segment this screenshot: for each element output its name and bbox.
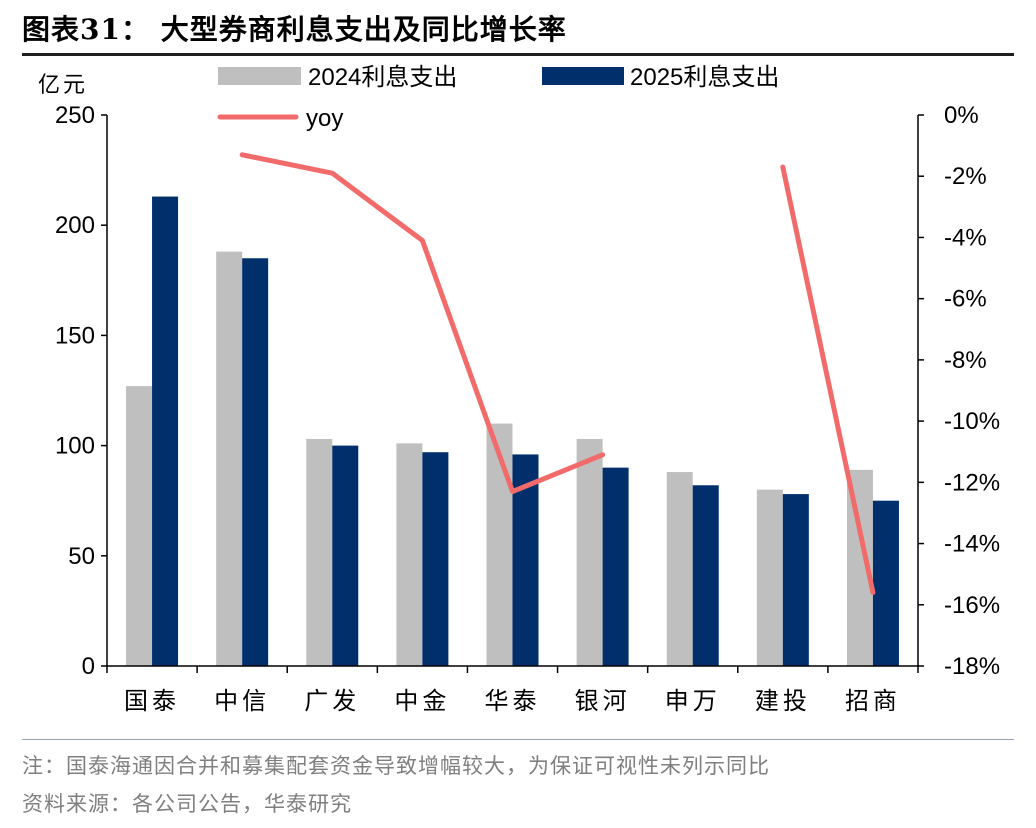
bar-2024 bbox=[306, 438, 333, 666]
x-tick-label: 建投 bbox=[755, 688, 811, 715]
x-tick-label: 广发 bbox=[304, 688, 360, 715]
bar-2025 bbox=[422, 452, 449, 666]
y-axis-label: 亿元 bbox=[38, 72, 88, 97]
chart: 0 50 100 150 200 250 0% -2% -4% -6% -8% -10% -12% -14… bbox=[38, 64, 1000, 715]
y-tick-label: 0 bbox=[82, 653, 95, 680]
y2-tick-label: 0% bbox=[944, 102, 979, 129]
y-tick-label: 200 bbox=[55, 212, 95, 239]
footer-divider bbox=[22, 739, 1014, 740]
legend-label-2025: 2025利息支出 bbox=[630, 64, 779, 91]
bar-2025 bbox=[692, 485, 719, 666]
legend-label-yoy: yoy bbox=[306, 105, 343, 132]
title-divider bbox=[22, 53, 1014, 56]
bar-2025 bbox=[872, 500, 899, 666]
bar-2025 bbox=[782, 494, 809, 666]
bar-2025 bbox=[332, 445, 359, 666]
y2-tick-label: -8% bbox=[944, 347, 987, 374]
legend-swatch-2024 bbox=[218, 67, 301, 85]
y-tick-label: 100 bbox=[55, 433, 95, 460]
bar-2024 bbox=[756, 489, 783, 666]
bar-2024 bbox=[396, 443, 423, 666]
bar-2024 bbox=[216, 251, 243, 666]
yoy-line bbox=[239, 152, 606, 495]
x-tick-label: 华泰 bbox=[485, 688, 541, 715]
y-tick-label: 50 bbox=[68, 543, 95, 570]
x-tick-label: 申万 bbox=[665, 688, 721, 715]
y2-tick-label: -12% bbox=[944, 469, 1000, 496]
y2-tick-label: -16% bbox=[944, 592, 1000, 619]
bar-2025 bbox=[152, 196, 179, 666]
bar-2025 bbox=[242, 258, 269, 666]
chart-title: 图表31： 大型券商利息支出及同比增长率 bbox=[22, 13, 567, 46]
y2-tick-label: -10% bbox=[944, 408, 1000, 435]
x-tick-label: 银河 bbox=[575, 688, 631, 715]
y2-tick-label: -4% bbox=[944, 224, 987, 251]
y2-tick-label: -6% bbox=[944, 286, 987, 313]
y2-tick-label: -2% bbox=[944, 163, 987, 190]
x-tick-label: 中信 bbox=[214, 688, 270, 715]
x-tick-label: 中金 bbox=[394, 688, 450, 715]
legend-swatch-2025 bbox=[542, 67, 624, 85]
bar-2024 bbox=[666, 472, 693, 666]
footnote: 注：国泰海通因合并和募集配套资金导致增幅较大，为保证可视性未列示同比 bbox=[22, 754, 770, 778]
legend-label-2024: 2024利息支出 bbox=[308, 64, 457, 91]
x-tick-label: 国泰 bbox=[124, 688, 180, 715]
bar-2024 bbox=[576, 438, 603, 666]
y2-tick-label: -14% bbox=[944, 531, 1000, 558]
yoy-line bbox=[780, 164, 876, 596]
x-tick-label: 招商 bbox=[845, 688, 901, 715]
y-tick-label: 150 bbox=[55, 322, 95, 349]
y-tick-label: 250 bbox=[55, 102, 95, 129]
bar-2025 bbox=[602, 467, 629, 666]
source-text: 资料来源：各公司公告，华泰研究 bbox=[22, 792, 352, 816]
bar-2024 bbox=[486, 423, 513, 666]
bar-2024 bbox=[126, 386, 153, 666]
y2-tick-label: -18% bbox=[944, 653, 1000, 680]
